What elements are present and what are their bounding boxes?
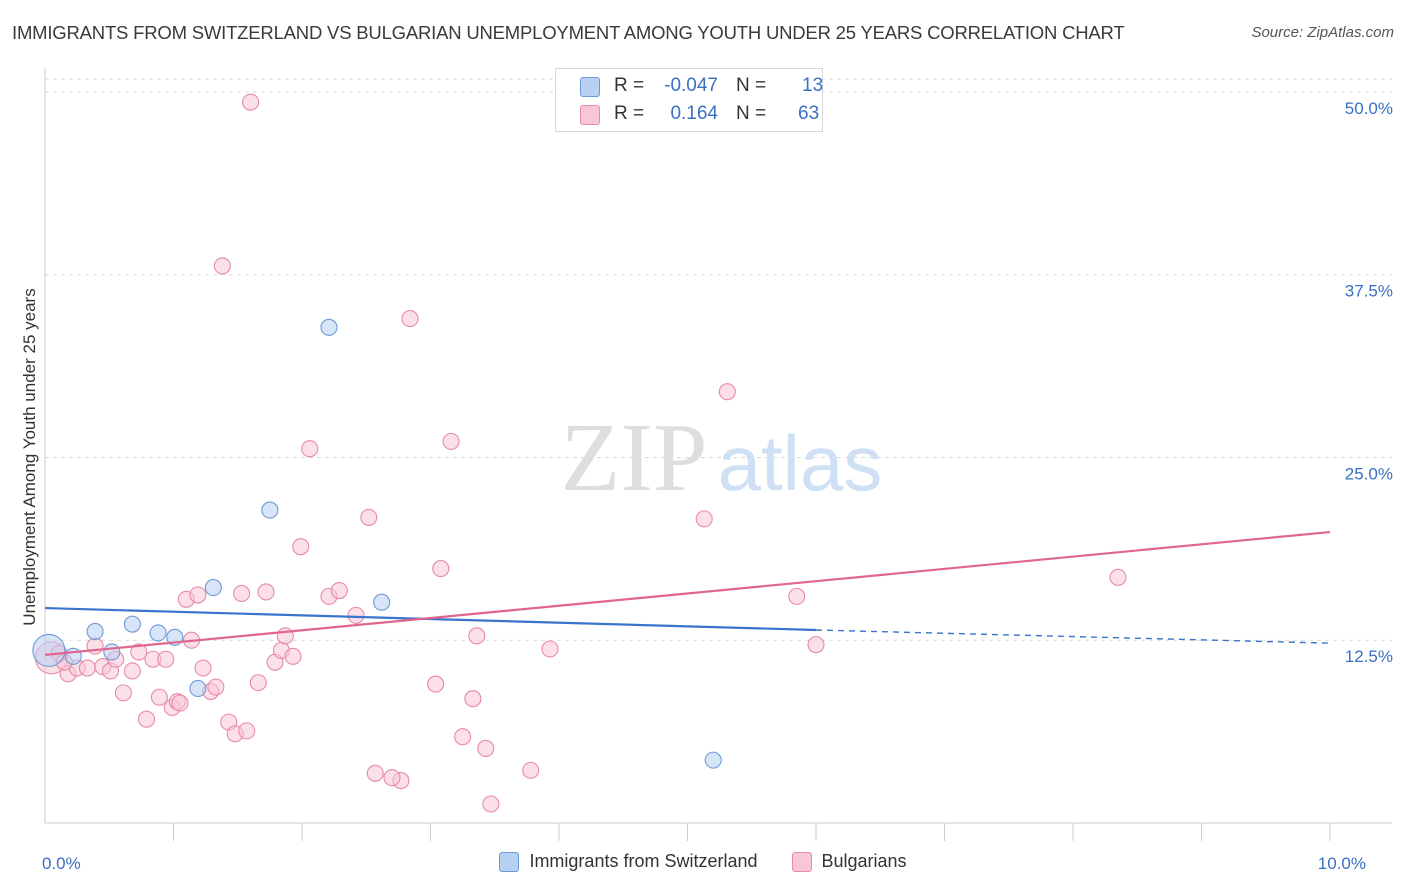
x-tick-label: 10.0% bbox=[1318, 854, 1366, 873]
legend-r-value: 0.164 bbox=[670, 103, 718, 124]
legend-n-label: N = bbox=[736, 75, 767, 96]
bulgarian-point bbox=[233, 584, 251, 602]
bulgarian-point bbox=[330, 581, 348, 600]
bulgarian-point bbox=[242, 93, 260, 111]
y-tick-label: 12.5% bbox=[1345, 647, 1393, 666]
bulgarian-point bbox=[284, 647, 302, 665]
switzerland-point bbox=[86, 622, 104, 641]
legend-r-label: R = bbox=[614, 103, 645, 124]
legend-swatch-blue bbox=[499, 851, 520, 872]
switzerland-trend-extension bbox=[815, 629, 1331, 644]
bulgarian-point bbox=[541, 640, 559, 658]
bulgarian-point bbox=[468, 627, 486, 645]
switzerland-point bbox=[204, 579, 222, 597]
bulgarian-point bbox=[477, 739, 495, 757]
bulgarian-point bbox=[123, 662, 141, 680]
y-tick-label: 37.5% bbox=[1345, 282, 1393, 301]
legend-item-switzerland[interactable]: Immigrants from Switzerland bbox=[499, 851, 758, 872]
bulgarian-point bbox=[301, 440, 319, 458]
y-axis-label: Unemployment Among Youth under 25 years bbox=[20, 288, 39, 626]
bulgarian-point bbox=[383, 769, 401, 787]
legend-swatch-blue bbox=[580, 77, 600, 97]
trend-lines bbox=[44, 530, 1331, 656]
bulgarian-point bbox=[194, 659, 212, 677]
switzerland-point bbox=[373, 593, 391, 611]
chart-title: IMMIGRANTS FROM SWITZERLAND VS BULGARIAN… bbox=[12, 22, 1125, 43]
watermark-zip: ZIP bbox=[561, 404, 708, 512]
grid-layer bbox=[45, 78, 1392, 641]
legend-n-value: 13 bbox=[802, 75, 824, 96]
legend-swatch-pink bbox=[580, 105, 600, 125]
bulgarian-point bbox=[137, 710, 156, 728]
bulgarian-point bbox=[522, 761, 540, 779]
bulgarian-point bbox=[249, 674, 267, 692]
switzerland-point bbox=[32, 633, 66, 668]
legend-r-label: R = bbox=[614, 75, 645, 96]
bulgarian-point bbox=[482, 795, 500, 813]
bulgarian-point bbox=[114, 684, 132, 702]
bulgarian-point bbox=[150, 688, 168, 706]
bulgarian-point bbox=[157, 650, 175, 668]
source-label: Source: ZipAtlas.com bbox=[1251, 24, 1394, 41]
y-tick-label: 50.0% bbox=[1345, 99, 1393, 118]
tick-labels: 12.5% 25.0% 37.5% 50.0% 0.0% 10.0% bbox=[42, 99, 1393, 873]
bulgarian-point bbox=[130, 643, 148, 661]
bulgarian-point bbox=[432, 560, 450, 578]
bulgarian-point bbox=[171, 694, 189, 712]
bulgarian-point bbox=[442, 432, 460, 450]
bulgarian-point bbox=[238, 722, 256, 740]
bulgarian-point bbox=[213, 257, 231, 275]
x-tick-label: 0.0% bbox=[42, 854, 81, 873]
legend-label-bulgarians: Bulgarians bbox=[821, 851, 907, 871]
legend-label-switzerland: Immigrants from Switzerland bbox=[529, 851, 758, 871]
bulgarian-point bbox=[276, 627, 294, 645]
switzerland-point bbox=[103, 643, 121, 661]
bulgarian-point bbox=[401, 310, 419, 328]
bulgarian-trend-line bbox=[44, 530, 1331, 656]
watermark-atlas: atlas bbox=[718, 419, 883, 507]
bulgarian-point bbox=[78, 659, 96, 677]
switzerland-point bbox=[149, 624, 167, 642]
axis-layer bbox=[44, 68, 1392, 841]
bulgarian-point bbox=[189, 586, 207, 604]
switzerland-points bbox=[32, 318, 722, 769]
legend-n-label: N = bbox=[736, 103, 767, 124]
switzerland-point bbox=[320, 318, 338, 336]
bulgarian-point bbox=[718, 383, 736, 401]
bulgarian-point bbox=[788, 587, 806, 605]
bulgarian-point bbox=[207, 678, 225, 696]
switzerland-point bbox=[704, 751, 722, 769]
switzerland-point bbox=[261, 501, 279, 519]
legend-swatch-pink bbox=[791, 851, 812, 872]
bulgarian-point bbox=[366, 764, 384, 782]
legend-r-value: -0.047 bbox=[664, 75, 718, 96]
bulgarian-point bbox=[427, 675, 445, 693]
legend-n-value: 63 bbox=[798, 103, 820, 124]
watermark: ZIP atlas bbox=[561, 404, 883, 512]
bulgarian-point bbox=[695, 510, 713, 528]
legend-item-bulgarians[interactable]: Bulgarians bbox=[791, 851, 907, 872]
series-legend: Immigrants from Switzerland Bulgarians bbox=[0, 851, 1406, 872]
y-tick-label: 25.0% bbox=[1345, 464, 1393, 483]
bulgarian-point bbox=[347, 606, 365, 624]
bulgarian-point bbox=[360, 508, 378, 526]
bulgarian-point bbox=[292, 538, 310, 556]
bulgarian-point bbox=[454, 728, 472, 746]
bulgarian-point bbox=[464, 690, 482, 708]
bulgarian-point bbox=[1109, 568, 1127, 586]
bulgarian-point bbox=[807, 636, 825, 654]
bulgarian-point bbox=[257, 583, 275, 601]
correlation-legend: R = -0.047 N = 13 R = 0.164 N = 63 bbox=[555, 68, 823, 132]
switzerland-point bbox=[123, 615, 141, 633]
switzerland-point bbox=[189, 679, 207, 698]
